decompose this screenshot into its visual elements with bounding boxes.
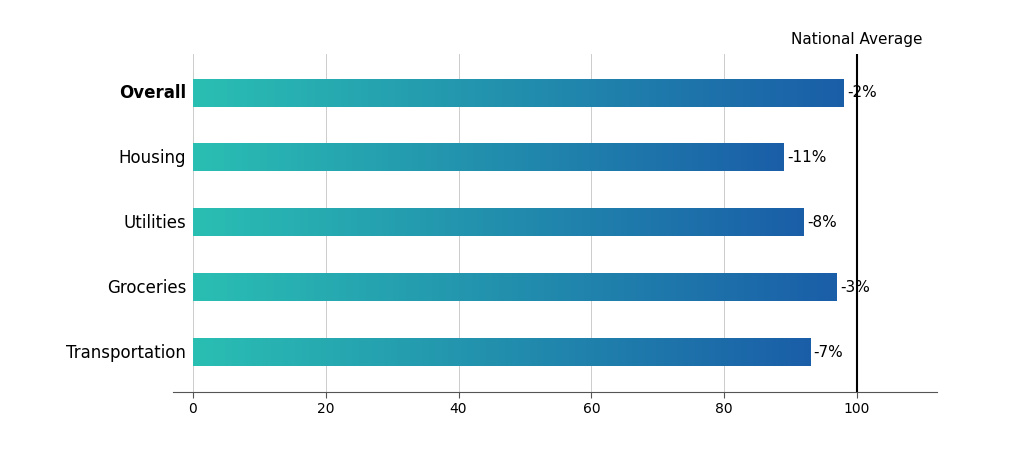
Text: National Average: National Average bbox=[791, 32, 922, 47]
Text: -2%: -2% bbox=[847, 86, 876, 100]
Text: Housing: Housing bbox=[119, 149, 186, 167]
Text: Groceries: Groceries bbox=[107, 279, 186, 297]
Text: Transportation: Transportation bbox=[66, 343, 186, 361]
Text: -11%: -11% bbox=[787, 150, 827, 165]
Text: -8%: -8% bbox=[807, 215, 837, 230]
Text: -3%: -3% bbox=[840, 280, 870, 295]
Text: -7%: -7% bbox=[813, 345, 844, 360]
Text: Utilities: Utilities bbox=[123, 214, 186, 232]
Text: Overall: Overall bbox=[119, 84, 186, 102]
